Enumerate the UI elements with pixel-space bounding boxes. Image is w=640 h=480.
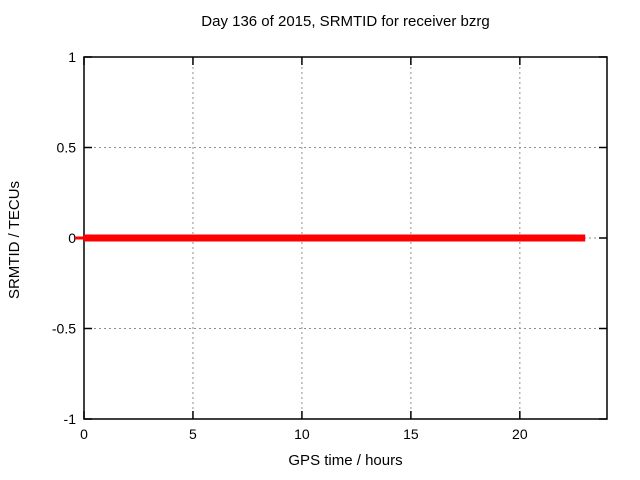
x-axis-label: GPS time / hours <box>288 452 403 469</box>
y-tick-label: 0.5 <box>57 140 77 156</box>
x-tick-label: 10 <box>294 426 310 442</box>
y-tick-label: -0.5 <box>52 321 76 337</box>
x-tick-label: 5 <box>189 426 197 442</box>
x-tick-label: 15 <box>403 426 419 442</box>
x-tick-label: 20 <box>512 426 528 442</box>
chart-title: Day 136 of 2015, SRMTID for receiver bzr… <box>201 13 490 30</box>
series-edge-tick <box>75 236 84 240</box>
y-tick-label: 1 <box>68 49 76 65</box>
y-tick-label: -1 <box>64 411 77 427</box>
y-axis-label: SRMTID / TECUs <box>6 180 23 300</box>
x-tick-label: 0 <box>80 426 88 442</box>
y-tick-label: 0 <box>68 230 76 246</box>
